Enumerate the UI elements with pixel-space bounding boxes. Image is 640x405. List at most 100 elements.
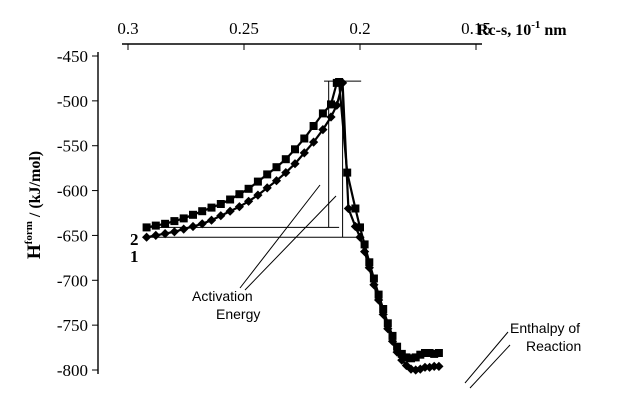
data-point-series-1 [374, 295, 384, 305]
enthalpy-pointer-b [469, 344, 511, 389]
annotation-enthalpy-line2: Reaction [526, 338, 581, 354]
data-point-series-1 [429, 361, 439, 371]
data-point-series-1 [387, 336, 398, 346]
data-point-series-2 [170, 217, 179, 226]
data-point-series-2 [351, 204, 360, 213]
data-point-series-2 [179, 214, 188, 223]
data-point-series-1 [326, 112, 336, 122]
data-point-series-2 [421, 349, 429, 357]
data-point-series-1 [244, 196, 254, 206]
annotation-enthalpy-line1: Enthalpy of [510, 320, 580, 336]
data-point-series-1 [151, 230, 161, 240]
data-point-series-2 [393, 342, 402, 351]
y-axis-title-sup: form [23, 221, 35, 244]
data-point-series-2 [309, 122, 318, 130]
series-label-2: 2 [130, 230, 139, 249]
data-point-series-2 [434, 349, 443, 357]
data-point-series-1 [188, 221, 198, 232]
data-point-series-1 [343, 203, 353, 214]
data-point-series-2 [327, 100, 335, 109]
data-point-series-1 [234, 202, 244, 212]
data-point-series-2 [430, 349, 439, 358]
y-tick-label: -750 [57, 316, 88, 335]
data-point-series-1 [415, 364, 425, 374]
data-point-series-2 [207, 203, 216, 212]
y-axis-title-rest: / (kJ/mol) [27, 151, 44, 221]
data-point-series-2 [226, 195, 235, 204]
data-point-series-1 [160, 229, 170, 239]
x-axis-title-main: Rc-s, 10 [477, 22, 531, 39]
data-point-series-2 [235, 190, 244, 199]
data-point-series-2 [407, 354, 415, 363]
data-point-series-2 [281, 155, 290, 164]
data-point-series-2 [291, 145, 299, 154]
data-point-series-1 [253, 190, 263, 200]
data-point-series-2 [369, 274, 378, 283]
data-point-series-2 [416, 350, 425, 359]
x-axis-title-unit: nm [540, 22, 567, 39]
data-point-series-2 [300, 134, 309, 143]
data-point-series-2 [356, 223, 364, 232]
data-point-series-1 [290, 159, 300, 169]
data-point-series-2 [318, 109, 327, 118]
data-point-series-1 [332, 100, 342, 110]
data-point-series-2 [411, 353, 420, 362]
data-point-series-1 [392, 347, 402, 357]
series-label-1: 1 [130, 247, 139, 266]
x-tick-label: 0.15 [461, 19, 491, 38]
data-point-series-1 [179, 224, 189, 234]
annotation-activation-line2: Energy [216, 306, 260, 322]
x-axis-title-sup: -1 [531, 19, 540, 31]
data-point-series-2 [397, 349, 406, 358]
series-group [142, 78, 444, 375]
data-point-series-1 [318, 125, 328, 135]
data-point-series-2 [272, 163, 281, 172]
annotation-activation-line1: Activation [192, 288, 253, 304]
data-point-series-1 [425, 362, 435, 372]
data-point-series-2 [244, 184, 253, 193]
y-axis-title-main: H [24, 244, 45, 259]
y-tick-label: -550 [57, 137, 88, 156]
x-axis-title: Rc-s, 10-1 nm [477, 19, 567, 39]
data-point-series-2 [198, 207, 207, 216]
x-tick-label: 0.2 [349, 19, 370, 38]
data-point-series-1 [142, 232, 152, 242]
data-point-series-2 [425, 349, 434, 357]
data-point-series-2 [383, 319, 392, 328]
data-point-series-1 [355, 232, 365, 242]
data-point-series-2 [360, 240, 369, 249]
data-point-series-2 [374, 290, 383, 299]
y-tick-label: -700 [57, 271, 88, 290]
x-tick-label: 0.3 [117, 19, 138, 38]
y-tick-label: -450 [57, 47, 88, 66]
data-point-series-2 [142, 223, 151, 232]
y-axis-ticks: -450 -500 -550 -600 -650 -700 -750 -800 [57, 47, 98, 380]
y-tick-label: -500 [57, 92, 88, 111]
data-point-series-2 [379, 305, 388, 313]
axes [97, 43, 482, 374]
data-point-series-1 [338, 78, 348, 88]
data-point-series-1 [309, 137, 319, 147]
data-point-series-1 [262, 183, 272, 193]
activation-pointer-b [244, 195, 337, 291]
data-point-series-2 [365, 258, 374, 267]
data-point-series-1 [197, 219, 207, 229]
data-point-series-2 [263, 170, 272, 179]
data-point-series-1 [271, 176, 282, 186]
x-axis-ticks: 0.3 0.25 0.2 0.15 [117, 19, 491, 50]
data-point-series-1 [378, 309, 388, 319]
data-point-series-1 [169, 227, 179, 237]
data-point-series-2 [388, 331, 397, 340]
data-point-series-1 [383, 324, 393, 334]
data-point-series-2 [151, 221, 160, 230]
x-tick-label: 0.25 [229, 19, 259, 38]
data-point-series-2 [216, 200, 225, 208]
y-tick-label: -800 [57, 361, 88, 380]
data-point-series-2 [189, 210, 197, 219]
data-point-series-1 [225, 206, 235, 216]
data-point-series-1 [206, 215, 217, 225]
activation-pointer-a [239, 184, 321, 289]
data-point-series-1 [369, 280, 379, 290]
